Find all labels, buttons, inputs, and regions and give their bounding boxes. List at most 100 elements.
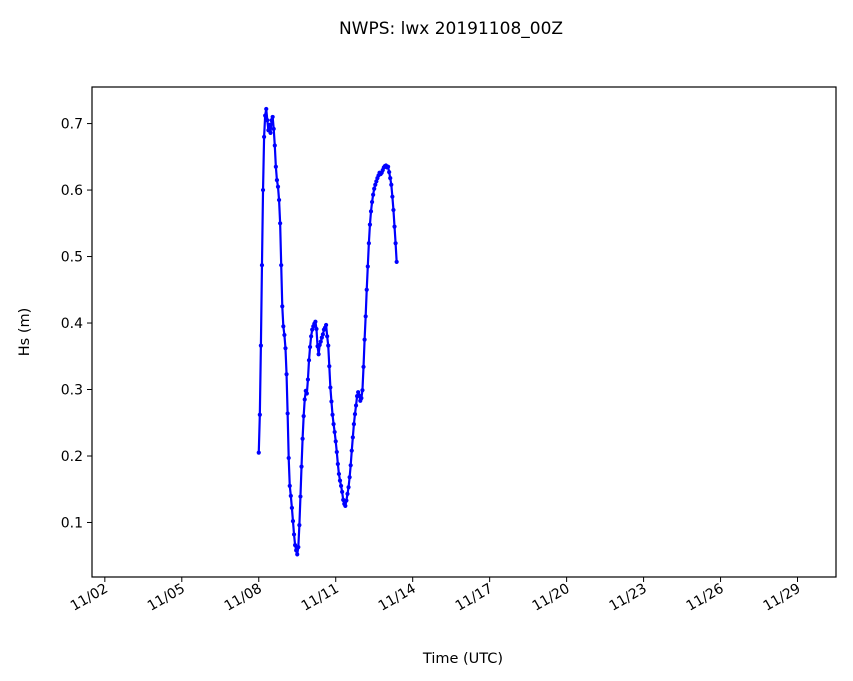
data-point <box>262 134 267 139</box>
data-point <box>305 377 311 382</box>
data-point <box>267 122 272 127</box>
data-point <box>280 304 285 309</box>
data-point <box>386 164 391 169</box>
data-point <box>290 519 296 524</box>
data-point <box>314 326 319 332</box>
data-point <box>281 324 286 329</box>
data-point <box>343 503 348 508</box>
data-point <box>338 483 344 489</box>
data-point <box>284 372 289 377</box>
chart-title: NWPS: lwx 20191108_00Z <box>339 19 563 39</box>
y-tick-label: 0.7 <box>61 117 83 133</box>
data-point <box>329 399 334 404</box>
data-point <box>258 343 263 348</box>
data-point <box>333 439 338 444</box>
data-point <box>282 332 287 338</box>
data-point <box>331 421 336 427</box>
data-point <box>388 175 393 181</box>
data-point <box>363 314 368 319</box>
data-point <box>369 199 375 205</box>
data-point <box>271 126 276 131</box>
data-point <box>334 449 339 455</box>
data-point <box>257 412 262 417</box>
data-point <box>299 464 304 469</box>
y-tick-label: 0.3 <box>61 383 83 399</box>
data-point <box>310 327 315 332</box>
data-point <box>350 435 355 440</box>
data-point <box>320 332 325 337</box>
data-point <box>260 187 266 193</box>
data-point <box>367 222 373 227</box>
data-point <box>275 184 281 189</box>
data-point <box>279 263 284 268</box>
data-point <box>335 461 340 467</box>
data-point <box>361 364 366 370</box>
data-point <box>371 192 376 197</box>
data-point <box>366 241 371 246</box>
data-point <box>283 346 288 351</box>
data-point <box>293 542 298 548</box>
data-point <box>263 113 268 118</box>
y-tick-label: 0.5 <box>61 250 83 266</box>
data-point <box>296 544 301 550</box>
data-point <box>372 186 377 191</box>
data-point <box>353 403 359 408</box>
data-point <box>309 334 314 339</box>
data-point <box>362 337 367 342</box>
y-tick-label: 0.6 <box>61 183 83 199</box>
data-point <box>295 552 300 557</box>
data-point <box>285 411 290 416</box>
data-point <box>325 334 330 339</box>
data-point <box>359 396 364 401</box>
data-point <box>389 182 394 187</box>
data-point <box>268 130 273 135</box>
series-line <box>257 107 398 556</box>
data-point <box>307 344 313 350</box>
data-point <box>346 485 351 490</box>
data-point <box>278 221 283 226</box>
data-point <box>286 455 291 461</box>
y-tick-label: 0.1 <box>61 515 83 531</box>
data-point <box>297 523 302 528</box>
data-point <box>326 343 331 348</box>
data-point <box>394 259 399 264</box>
data-point <box>276 197 282 203</box>
data-point <box>349 448 354 453</box>
data-point <box>341 497 346 502</box>
data-point <box>391 207 396 213</box>
data-point <box>264 106 269 112</box>
data-point <box>352 412 358 417</box>
data-point <box>306 358 312 363</box>
data-point <box>364 287 369 292</box>
data-point <box>298 494 303 499</box>
data-point <box>301 414 306 419</box>
data-point <box>287 483 292 489</box>
data-point <box>393 241 398 246</box>
data-point <box>368 209 374 214</box>
data-point <box>289 505 294 510</box>
data-point <box>294 548 299 553</box>
data-point <box>273 164 278 169</box>
data-point <box>313 319 318 324</box>
data-point <box>256 450 261 455</box>
data-point <box>300 436 305 441</box>
data-point <box>365 264 370 269</box>
series-layer <box>256 106 399 557</box>
data-point <box>373 182 378 187</box>
data-point <box>304 391 309 396</box>
data-point <box>351 421 356 427</box>
data-point <box>317 342 322 348</box>
data-point <box>328 385 333 390</box>
data-point <box>327 364 332 369</box>
data-point <box>318 339 323 344</box>
data-point <box>274 177 280 183</box>
data-point <box>348 463 353 468</box>
data-point <box>316 352 321 357</box>
y-axis: 0.1 0.2 0.3 0.4 0.5 0.6 0.7 <box>61 117 92 531</box>
data-point <box>387 170 392 175</box>
y-tick-label: 0.2 <box>61 449 83 465</box>
data-point <box>390 194 395 199</box>
data-point <box>356 390 361 395</box>
